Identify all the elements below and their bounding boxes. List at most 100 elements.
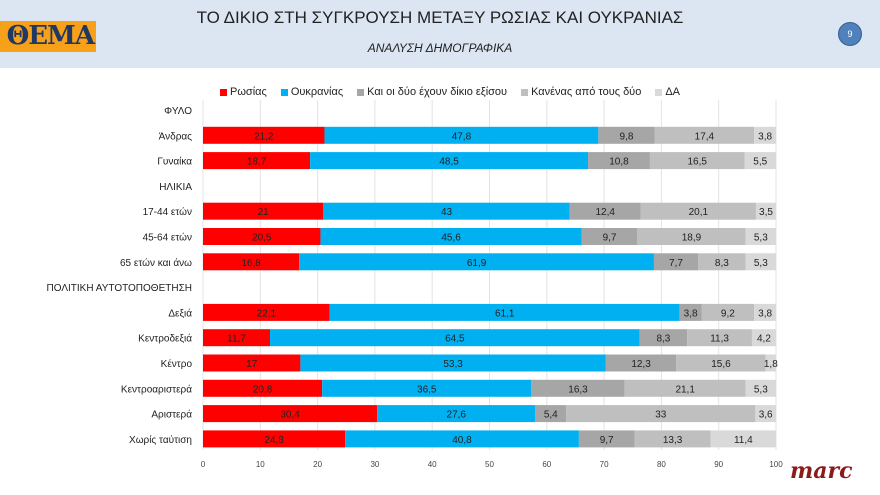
data-label: 61,9 [467, 258, 487, 269]
legend-label: Κανένας από τους δύο [531, 86, 642, 98]
bar-segment [588, 152, 650, 170]
data-label: 21,2 [254, 131, 274, 142]
data-label: 13,3 [663, 435, 683, 446]
bar-segment [605, 354, 677, 372]
x-tick-label: 0 [201, 460, 206, 469]
category-label: Κέντρο [161, 358, 193, 370]
bar-segment [203, 126, 325, 144]
legend-item: Κανένας από τους δύο [521, 86, 641, 98]
data-label: 3,8 [758, 308, 772, 319]
bar-segment [345, 430, 579, 448]
header-band [0, 0, 880, 68]
data-label: 16,5 [687, 157, 707, 168]
data-label: 36,5 [417, 384, 437, 395]
data-label: 17,4 [695, 131, 715, 142]
bar-segment [203, 253, 300, 271]
data-label: 11,4 [734, 435, 753, 446]
x-tick-label: 90 [714, 460, 723, 469]
bar-segment [578, 430, 635, 448]
bar-segment [581, 228, 638, 245]
data-label: 10,8 [609, 157, 629, 168]
data-label: 64,5 [445, 334, 465, 345]
bar-segment [566, 405, 756, 423]
data-label: 8,3 [715, 258, 729, 269]
bar-segment [203, 228, 321, 245]
data-label: 18,9 [682, 233, 702, 244]
category-label: Κεντροδεξιά [138, 333, 192, 345]
bar-segment [598, 126, 655, 144]
legend-item: ΔΑ [655, 86, 680, 98]
data-label: 16,8 [241, 258, 261, 269]
legend-item: Ρωσίας [220, 86, 267, 98]
page-title: ΤΟ ΔΙΚΙΟ ΣΤΗ ΣΥΓΚΡΟΥΣΗ ΜΕΤΑΞΥ ΡΩΣΙΑΣ ΚΑΙ… [196, 8, 684, 27]
data-label: 11,3 [710, 334, 729, 345]
data-label: 20,8 [253, 384, 273, 395]
data-label: 33 [655, 410, 667, 421]
category-label: ΠΟΛΙΤΙΚΗ ΑΥΤΟΤΟΠΟΘΕΤΗΣΗ [47, 283, 192, 294]
bar-segment [203, 379, 323, 397]
category-label: ΗΛΙΚΙΑ [159, 182, 192, 193]
bar-segment [270, 329, 640, 347]
bar-segment [569, 202, 641, 220]
bar-segment [322, 379, 532, 397]
legend-swatch [280, 88, 288, 96]
category-label: 17-44 ετών [143, 206, 192, 218]
logo: ΘΕΜΑ [0, 21, 96, 52]
data-label: 5,3 [754, 233, 768, 244]
x-tick-label: 50 [485, 460, 494, 469]
data-label: 9,2 [721, 308, 735, 319]
bar-segment [299, 253, 654, 271]
data-label: 9,7 [603, 233, 617, 244]
category-label: Κεντροαριστερά [121, 383, 192, 395]
x-tick-label: 20 [313, 460, 322, 469]
bar-segment [701, 303, 755, 321]
data-label: 20,5 [252, 233, 272, 244]
bar-segment [710, 430, 776, 448]
data-label: 3,6 [759, 410, 773, 421]
x-tick-label: 70 [600, 460, 609, 469]
data-label: 17 [246, 359, 258, 370]
data-label: 1,8 [764, 359, 778, 370]
data-label: 27,6 [447, 410, 467, 421]
data-label: 45,6 [441, 233, 461, 244]
page-number-badge: 9 [838, 22, 862, 46]
bar-segment [624, 379, 746, 397]
data-label: 4,2 [757, 334, 771, 345]
legend: Ρωσίας Ουκρανίας Και οι δύο έχουν δίκιο εξ… [220, 86, 680, 98]
legend-swatch [220, 88, 227, 96]
data-label: 43 [441, 207, 453, 218]
data-label: 3,8 [758, 131, 772, 142]
data-label: 5,3 [754, 384, 768, 395]
bar-segment [640, 202, 756, 220]
bar-segment [755, 405, 776, 423]
bar-segment [377, 405, 536, 423]
legend-swatch [521, 88, 529, 96]
bar-segment [751, 329, 776, 347]
data-label: 3,5 [759, 207, 773, 218]
bar-segment [754, 303, 776, 321]
bar-segment [535, 405, 567, 423]
bar-segment [676, 354, 766, 372]
x-tick-label: 40 [428, 460, 437, 469]
data-label: 21,1 [675, 384, 695, 395]
category-label: Χωρίς ταύτιση [129, 434, 192, 446]
bar-segment [324, 126, 599, 144]
category-label: 45-64 ετών [143, 232, 192, 244]
bar-segment [687, 329, 752, 347]
bar-segment [634, 430, 711, 448]
marc-logo: marc [790, 458, 853, 484]
bar-segment [637, 228, 746, 245]
data-label: 9,8 [619, 131, 633, 142]
data-label: 40,8 [452, 435, 472, 446]
category-label: Αριστερά [151, 409, 192, 421]
data-label: 5,5 [753, 157, 767, 168]
x-tick-label: 10 [256, 460, 265, 469]
bar-segment [754, 126, 776, 144]
data-label: 48,5 [439, 157, 459, 168]
data-label: 11,7 [227, 334, 246, 345]
bar-segment [531, 379, 625, 397]
category-label: Γυναίκα [157, 156, 192, 168]
bar-segment [653, 253, 699, 271]
bar-segment [203, 303, 330, 321]
bar-segment [203, 329, 271, 347]
